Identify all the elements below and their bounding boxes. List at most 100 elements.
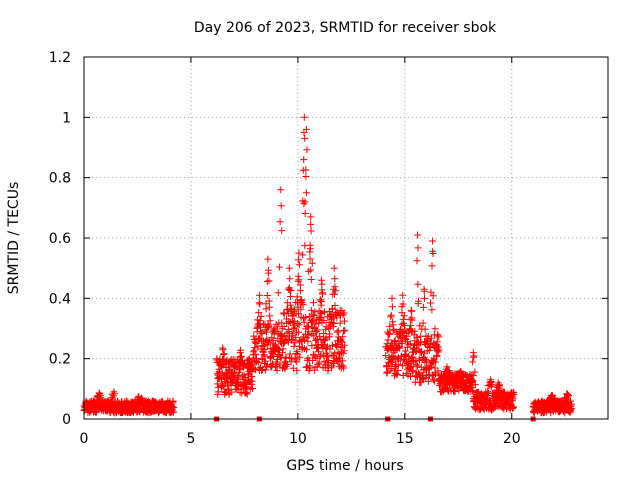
data-point: [258, 329, 266, 337]
data-point: [341, 326, 349, 334]
data-point: [471, 368, 479, 376]
data-point: [444, 370, 452, 378]
data-point: [399, 300, 407, 308]
y-tick-label: 0.6: [49, 231, 71, 247]
x-tick-label: 15: [396, 431, 414, 447]
data-point: [273, 366, 281, 374]
data-point: [284, 338, 292, 346]
data-point: [301, 210, 309, 217]
data-point: [219, 351, 227, 358]
data-point: [401, 326, 409, 334]
data-point: [300, 113, 308, 121]
data-point: [386, 322, 394, 330]
chart-title: Day 206 of 2023, SRMTID for receiver sbo…: [194, 20, 497, 36]
data-point: [470, 353, 478, 361]
data-point: [339, 333, 347, 341]
data-point: [283, 360, 291, 368]
data-point: [443, 363, 451, 371]
data-point: [317, 298, 325, 306]
data-point: [274, 323, 281, 331]
data-point: [407, 322, 415, 330]
y-tick-label: 1: [62, 110, 71, 126]
data-point: [135, 399, 143, 407]
data-point: [393, 371, 401, 379]
data-point: [329, 305, 337, 313]
data-point: [388, 294, 396, 302]
data-point: [548, 397, 556, 405]
data-point: [299, 301, 307, 309]
data-point: [297, 287, 304, 295]
data-point: [419, 319, 427, 327]
data-point: [428, 306, 436, 314]
data-point: [322, 334, 330, 342]
data-point: [109, 392, 117, 400]
data-point: [295, 261, 303, 269]
data-point: [302, 125, 310, 133]
data-point: [315, 314, 323, 322]
data-point: [429, 376, 437, 384]
data-point: [409, 367, 417, 375]
data-point: [277, 202, 285, 210]
data-point: [399, 291, 407, 299]
data-point: [384, 336, 392, 344]
data-point: [255, 291, 263, 299]
data-point: [323, 353, 331, 361]
data-point: [406, 340, 414, 348]
data-point: [307, 227, 315, 235]
x-tick-label: 0: [80, 431, 89, 447]
data-point: [423, 357, 431, 365]
y-tick-label: 0.4: [49, 291, 71, 307]
data-point: [254, 359, 262, 367]
data-point: [509, 395, 517, 403]
data-point: [261, 357, 269, 365]
data-point: [494, 379, 502, 387]
data-point: [295, 249, 303, 257]
data-point: [305, 331, 313, 339]
data-point: [564, 395, 572, 403]
data-point: [432, 358, 440, 366]
data-point: [277, 186, 285, 194]
data-point: [415, 297, 422, 305]
data-point: [433, 338, 441, 346]
data-point: [305, 322, 312, 330]
data-point: [226, 363, 234, 371]
data-point: [249, 385, 257, 392]
data-point: [311, 308, 319, 316]
data-point: [331, 275, 339, 283]
data-point: [316, 332, 324, 340]
data-point: [336, 319, 344, 327]
data-point: [256, 317, 264, 325]
data-point: [310, 351, 318, 359]
data-point: [293, 358, 301, 366]
y-axis-title: SRMTID / TECUs: [6, 182, 22, 295]
data-point: [333, 328, 341, 336]
data-point: [317, 276, 325, 284]
data-point: [270, 353, 278, 360]
data-point: [396, 357, 404, 365]
data-point: [320, 330, 328, 337]
data-point: [289, 312, 296, 320]
data-point: [391, 336, 399, 344]
data-point: [330, 360, 337, 367]
data-point: [331, 302, 339, 309]
data-point: [264, 266, 272, 274]
data-point: [291, 324, 299, 332]
data-point: [300, 200, 308, 208]
data-point: [320, 357, 328, 365]
data-point: [278, 227, 286, 235]
data-point: [170, 403, 178, 411]
data-point: [306, 364, 314, 372]
data-point: [260, 352, 268, 360]
data-point: [248, 377, 256, 385]
data-point: [295, 321, 303, 329]
data-point: [317, 296, 325, 304]
y-tick-label: 0.2: [49, 352, 71, 368]
data-point: [469, 372, 477, 380]
data-point: [245, 367, 253, 375]
x-axis-title: GPS time / hours: [286, 458, 403, 474]
data-point: [407, 373, 414, 380]
data-point: [263, 278, 271, 285]
data-point: [386, 330, 394, 338]
data-point: [427, 299, 434, 307]
data-point: [265, 297, 273, 305]
